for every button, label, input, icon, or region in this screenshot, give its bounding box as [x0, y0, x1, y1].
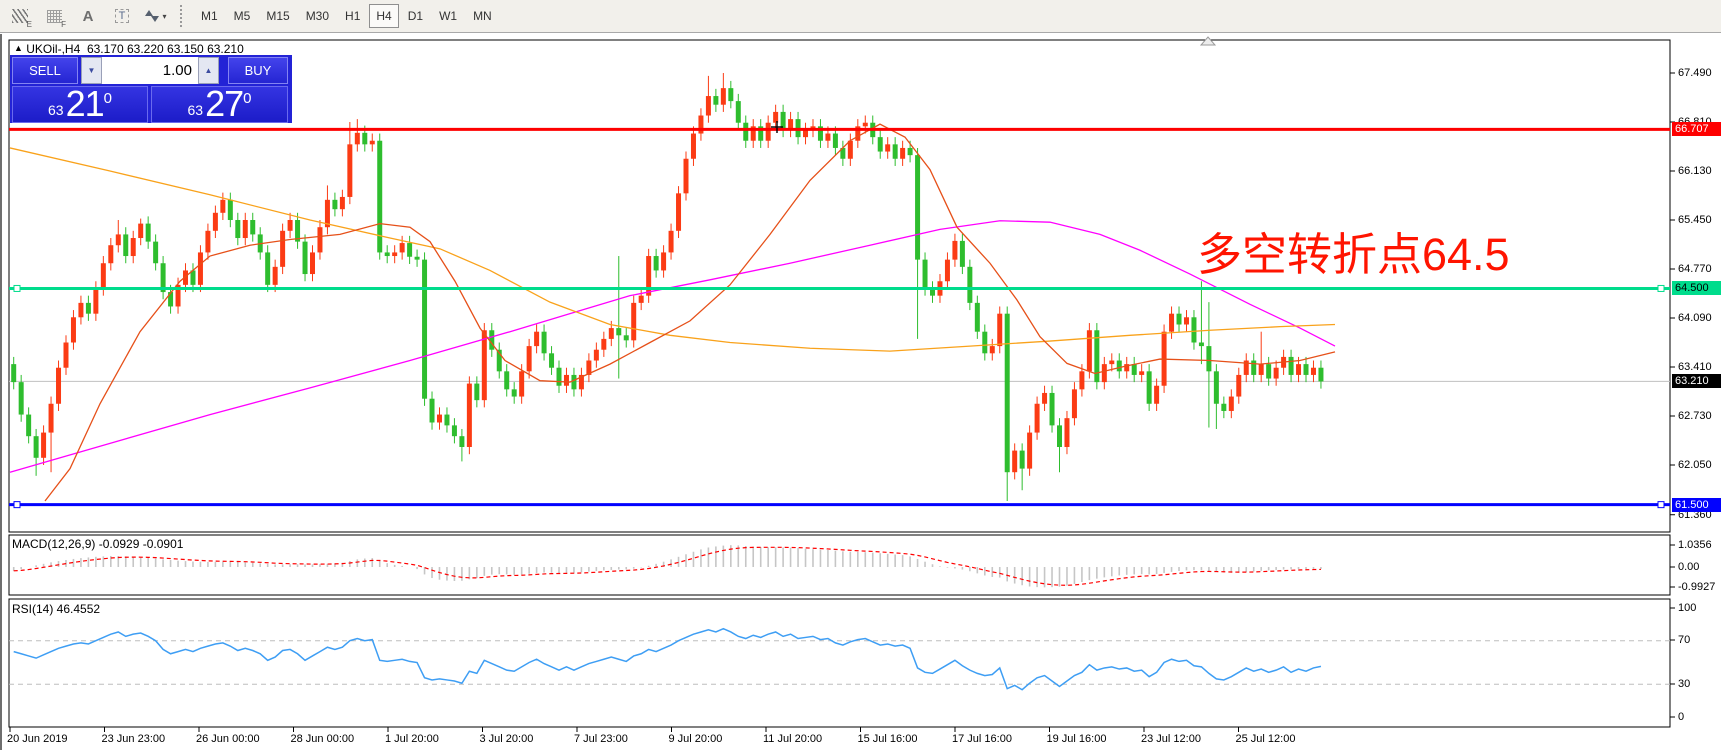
text-label-icon[interactable]: T [108, 3, 136, 29]
time-axis-label: 25 Jul 12:00 [1235, 733, 1296, 745]
time-axis-label: 1 Jul 20:00 [385, 733, 439, 745]
font-icon[interactable]: A [82, 7, 94, 25]
timeframe-button-d1[interactable]: D1 [407, 9, 424, 23]
chart-annotation-text[interactable]: 多空转折点64.5 [1197, 229, 1510, 280]
ma-mid-orange [9, 147, 1336, 352]
macd-label: MACD(12,26,9) -0.0929 -0.0901 [12, 537, 184, 551]
rsi-axis-label: 70 [1678, 634, 1691, 646]
price-badge: 66.707 [1672, 122, 1721, 137]
macd-histogram [12, 545, 1322, 588]
time-axis-label: 19 Jul 16:00 [1046, 733, 1107, 745]
sell-price-big: 21 [65, 83, 105, 124]
toolbar-icons: E F A T ▾ [0, 3, 170, 29]
buy-price-prefix: 63 [187, 102, 204, 118]
axis-ticks [9, 72, 1675, 732]
timeframe-button-h4[interactable]: H4 [369, 4, 399, 28]
price-axis-label: 65.450 [1678, 214, 1712, 226]
price-axis-label: 62.730 [1678, 410, 1712, 422]
price-chart-canvas[interactable] [2, 34, 1721, 750]
macd-axis-label: 0.00 [1678, 561, 1700, 573]
time-axis-label: 23 Jun 23:00 [101, 733, 166, 745]
one-click-trade-panel: SELL ▼ 1.00 ▲ BUY 63 21 0 63 27 0 [10, 55, 292, 123]
rsi-label: RSI(14) 46.4552 [12, 602, 101, 616]
time-axis-label: 26 Jun 00:00 [196, 733, 260, 745]
sell-price-sup: 0 [103, 90, 112, 107]
pivot-line[interactable] [9, 284, 1670, 292]
price-axis-label: 64.090 [1678, 312, 1712, 324]
sell-button[interactable]: SELL [12, 57, 78, 84]
toolbar-grip[interactable] [180, 5, 185, 27]
ma-fast-redorange [44, 123, 1336, 502]
buy-price-display[interactable]: 63 27 0 [151, 86, 288, 123]
ma-slow-magenta [9, 220, 1336, 473]
price-axis-label: 62.050 [1678, 459, 1712, 471]
time-axis-label: 17 Jul 16:00 [952, 733, 1012, 745]
rsi-levels [9, 640, 1670, 685]
grid-icon[interactable]: F [40, 3, 68, 29]
time-axis-label: 23 Jul 12:00 [1141, 733, 1201, 745]
support-line[interactable] [9, 501, 1670, 509]
indicators-icon[interactable]: E [6, 3, 34, 29]
time-axis-label: 15 Jul 16:00 [857, 733, 918, 745]
timeframe-button-mn[interactable]: MN [473, 9, 492, 23]
buy-price-sup: 0 [243, 90, 252, 107]
timeframe-button-m15[interactable]: M15 [266, 9, 290, 23]
symbol-ohlc: 63.170 63.220 63.150 63.210 [86, 42, 244, 56]
price-badge: 63.210 [1672, 374, 1721, 389]
time-axis-label: 3 Jul 20:00 [479, 733, 534, 745]
price-axis-label: 61.360 [1678, 508, 1712, 521]
timeframe-button-w1[interactable]: W1 [439, 9, 458, 23]
chart-window: ▲ UKOil-,H4 63.170 63.220 63.150 63.210 … [0, 34, 1721, 750]
price-axis-label: 66.130 [1678, 165, 1712, 177]
cross-marker [771, 121, 783, 133]
symbol-header: ▲ UKOil-,H4 63.170 63.220 63.150 63.210 [14, 42, 244, 56]
sell-price-display[interactable]: 63 21 0 [12, 86, 148, 123]
volume-decrease-button[interactable]: ▼ [81, 57, 102, 84]
panel-frames [8, 39, 1671, 728]
time-axis-label: 20 Jun 2019 [7, 733, 68, 745]
price-axis-label: 63.410 [1678, 361, 1712, 373]
price-axis-label: 67.490 [1678, 67, 1712, 79]
timeframe-button-m1[interactable]: M1 [201, 9, 218, 23]
sell-price-prefix: 63 [48, 102, 64, 118]
rsi-axis-label: 0 [1678, 711, 1685, 723]
time-axis-label: 11 Jul 20:00 [763, 733, 823, 745]
buy-button[interactable]: BUY [228, 57, 288, 84]
toolbar: E F A T ▾ M1 M5 M15 M30 H1 H4 D1 W1 MN [0, 0, 1721, 33]
timeframe-button-h1[interactable]: H1 [345, 9, 361, 23]
rsi-axis-label: 100 [1678, 602, 1697, 614]
ma-mid-orange [9, 147, 1336, 352]
volume-input[interactable]: 1.00 [102, 57, 198, 84]
cursor-arrows-icon[interactable]: ▾ [142, 3, 170, 29]
macd-signal-line [13, 546, 1321, 586]
ma-slow-magenta [9, 220, 1336, 473]
macd-axis-label: 1.0356 [1678, 539, 1712, 551]
time-axis-label: 28 Jun 00:00 [290, 733, 355, 745]
price-badge: 64.500 [1672, 281, 1721, 296]
timeframe-button-m5[interactable]: M5 [233, 9, 251, 23]
volume-increase-button[interactable]: ▲ [198, 57, 219, 84]
ma-fast-redorange [44, 123, 1336, 502]
symbol-name: UKOil-,H4 [26, 42, 81, 56]
buy-price-big: 27 [205, 83, 244, 124]
timeframe-bar: M1 M5 M15 M30 H1 H4 D1 W1 MN [193, 4, 500, 28]
symbol-triangle-icon: ▲ [14, 43, 23, 53]
chart-shift-marker [1199, 36, 1217, 46]
time-axis-label: 9 Jul 20:00 [668, 733, 723, 745]
timeframe-button-m30[interactable]: M30 [305, 9, 330, 23]
macd-axis-label: -0.9927 [1678, 581, 1716, 593]
price-axis-label: 64.770 [1678, 263, 1712, 275]
candle-bodies [11, 88, 1324, 473]
rsi-axis-label: 30 [1678, 678, 1691, 690]
rsi-line [13, 627, 1322, 691]
time-axis-label: 7 Jul 23:00 [574, 733, 628, 745]
price-badge: 61.500 [1672, 497, 1721, 512]
